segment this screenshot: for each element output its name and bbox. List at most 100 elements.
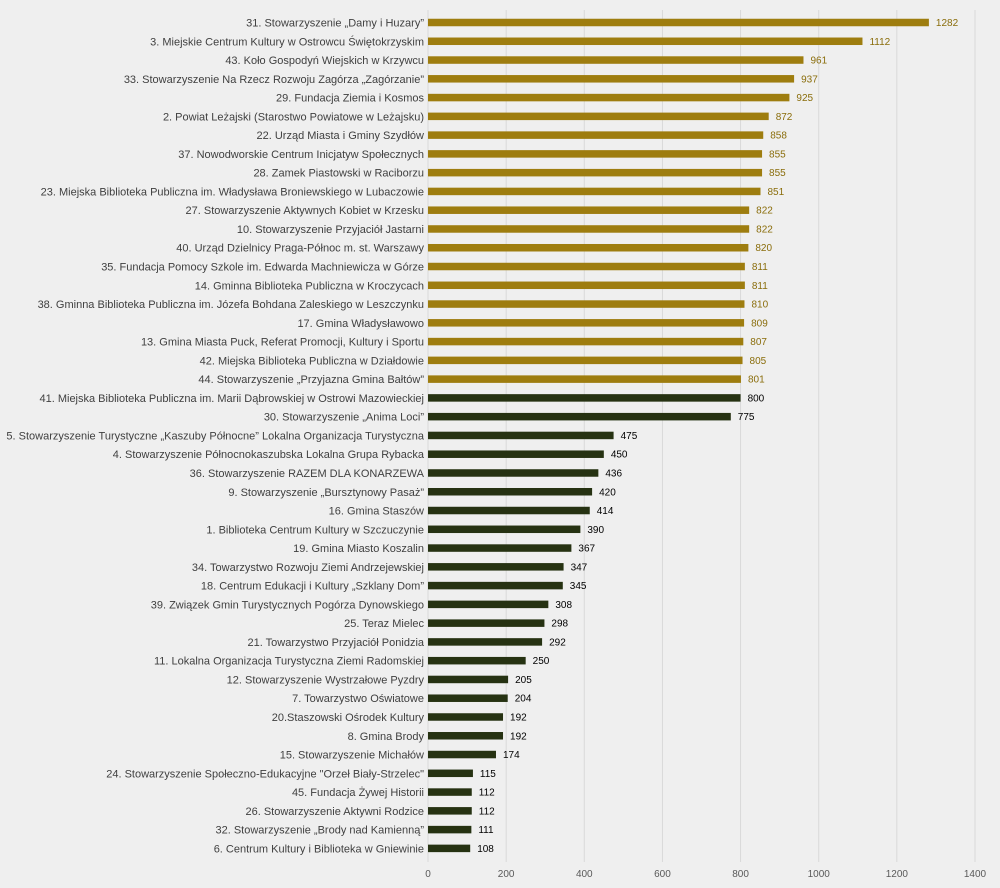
category-label: 19. Gmina Miasto Koszalin [293,543,424,555]
category-label: 12. Stowarzyszenie Wystrzałowe Pyzdry [227,674,425,686]
bar [428,56,804,64]
bar [428,243,749,252]
bar [428,638,543,646]
bar [428,825,472,834]
data-label: 292 [549,637,566,648]
bar [428,675,509,684]
category-label: 4. Stowarzyszenie Północnokaszubska Loka… [113,449,425,461]
bar [428,319,745,327]
bar [428,356,743,365]
bar [428,844,471,853]
x-tick-label: 600 [654,869,671,880]
category-label: 5. Stowarzyszenie Turystyczne „Kaszuby P… [6,430,424,442]
category-label: 30. Stowarzyszenie „Anima Loci” [264,412,425,424]
category-label: 31. Stowarzyszenie „Damy i Huzary” [246,18,424,30]
category-label: 22. Urząd Miasta i Gminy Szydłów [257,130,425,142]
data-label: 811 [752,281,768,292]
data-label: 855 [769,168,786,179]
data-label: 810 [751,300,768,311]
x-tick-label: 400 [576,869,593,880]
data-label: 414 [597,506,614,517]
data-label: 805 [750,356,767,367]
bar [428,788,472,796]
category-label: 7. Towarzystwo Oświatowe [292,693,424,705]
bar [428,619,545,627]
x-tick-label: 1400 [964,869,987,880]
bar [428,450,604,458]
category-label: 14. Gminna Biblioteka Publiczna w Kroczy… [195,280,424,292]
data-label: 111 [478,825,494,836]
x-tick-label: 0 [425,869,431,880]
category-label: 24. Stowarzyszenie Społeczno-Edukacyjne … [106,768,424,780]
category-label: 21. Towarzystwo Przyjaciół Ponidzia [248,637,425,649]
bar [428,563,564,571]
data-label: 961 [810,56,827,67]
data-label: 347 [571,562,588,573]
data-label: 801 [748,375,765,386]
bar [428,187,761,196]
bar [428,93,790,102]
category-label: 25. Teraz Mielec [344,618,424,630]
data-label: 174 [503,750,520,761]
data-label: 872 [776,112,793,123]
category-label: 15. Stowarzyszenie Michałów [280,750,424,762]
data-label: 250 [533,656,550,667]
bar [428,168,763,177]
bar [428,807,472,815]
bar [428,750,496,759]
bar [428,225,750,233]
bar [428,544,572,552]
data-label: 205 [515,675,532,686]
category-label: 32. Stowarzyszenie „Brody nad Kamienną” [216,825,425,837]
bar [428,18,929,27]
data-label: 192 [510,712,527,723]
category-label: 39. Związek Gmin Turystycznych Pogórza D… [151,599,424,611]
bar [428,412,731,421]
x-tick-label: 800 [732,869,749,880]
data-label: 855 [769,149,786,160]
bar [428,525,581,534]
bar [428,150,763,158]
bar [428,206,750,214]
category-label: 26. Stowarzyszenie Aktywni Rodzice [245,806,424,818]
category-label: 33. Stowarzyszenie Na Rzecz Rozwoju Zagó… [124,74,425,86]
category-label: 3. Miejskie Centrum Kultury w Ostrowcu Ś… [150,35,424,48]
data-label: 192 [510,731,527,742]
bar [428,262,745,271]
category-label: 40. Urząd Dzielnicy Praga-Północ m. st. … [176,243,424,255]
data-label: 800 [748,393,765,404]
category-label: 8. Gmina Brody [348,731,425,743]
data-label: 367 [578,544,595,555]
bar [428,769,473,778]
data-label: 298 [551,619,568,630]
category-label: 13. Gmina Miasta Puck, Referat Promocji,… [141,337,424,349]
bar [428,394,741,402]
data-label: 811 [752,262,768,273]
category-label: 1. Biblioteka Centrum Kultury w Szczuczy… [206,524,424,536]
category-label: 27. Stowarzyszenie Aktywnych Kobiet w Kr… [186,205,424,217]
data-label: 807 [750,337,767,348]
category-label: 42. Miejska Biblioteka Publiczna w Dział… [200,355,424,367]
data-label: 925 [796,93,813,104]
category-label: 18. Centrum Edukacji i Kultury „Szklany … [201,581,424,593]
data-label: 937 [801,74,818,85]
category-label: 23. Miejska Biblioteka Publiczna im. Wła… [41,186,424,198]
category-label: 29. Fundacja Ziemia i Kosmos [276,93,424,105]
bar [428,713,504,721]
category-label: 9. Stowarzyszenie „Bursztynowy Pasaż” [228,487,424,499]
data-label: 345 [570,581,587,592]
data-label: 108 [477,844,494,855]
category-label: 37. Nowodworskie Centrum Inicjatyw Społe… [178,149,424,161]
data-label: 390 [587,525,604,536]
data-label: 820 [755,243,772,254]
bar [428,300,745,308]
bar [428,469,599,477]
data-label: 851 [767,187,784,198]
category-label: 44. Stowarzyszenie „Przyjazna Gmina Bałt… [198,374,424,386]
data-label: 420 [599,487,616,498]
bar [428,488,593,496]
bar [428,600,549,609]
category-label: 20.Staszowski Ośrodek Kultury [272,712,425,724]
